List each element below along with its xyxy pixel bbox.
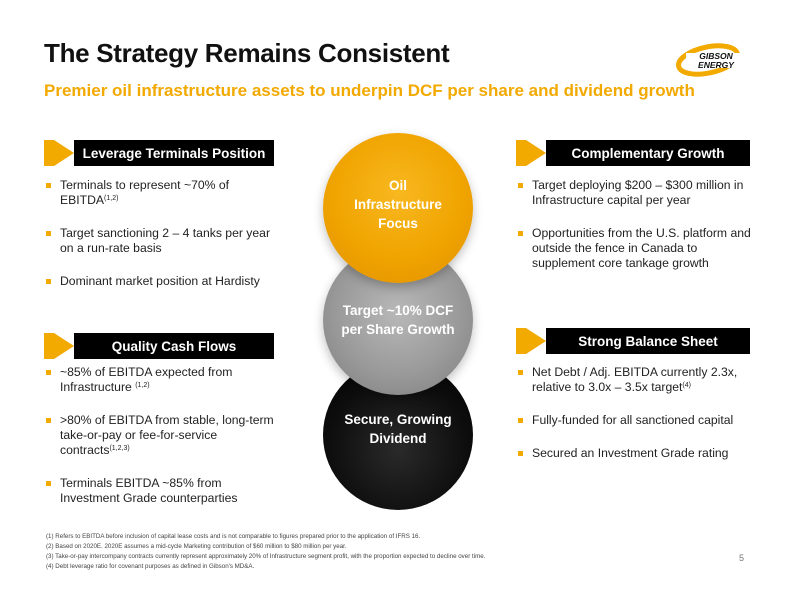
header-chevron-base — [44, 140, 54, 166]
list-item: Target sanctioning 2 – 4 tanks per year … — [46, 226, 278, 256]
footnotes: (1) Refers to EBITDA before inclusion of… — [46, 532, 485, 572]
chevron-icon — [54, 333, 74, 359]
bullet-square-icon — [46, 418, 51, 423]
chevron-icon — [526, 328, 546, 354]
gibson-energy-logo: GIBSON ENERGY — [672, 42, 752, 78]
chevron-icon — [54, 140, 74, 166]
quality-header: Quality Cash Flows — [74, 333, 274, 359]
complementary-bullets: Target deploying $200 – $300 million in … — [518, 178, 754, 289]
header-chevron-base — [44, 333, 54, 359]
bullet-square-icon — [518, 231, 523, 236]
logo-swoosh-icon: GIBSON ENERGY — [676, 43, 746, 77]
list-item: Target deploying $200 – $300 million in … — [518, 178, 754, 208]
footnote: (2) Based on 2020E. 2020E assumes a mid-… — [46, 543, 347, 550]
chevron-icon — [526, 140, 546, 166]
footnote: (4) Debt leverage ratio for covenant pur… — [46, 563, 255, 570]
complementary-header: Complementary Growth — [546, 140, 750, 166]
bullet-square-icon — [518, 451, 523, 456]
bullet-square-icon — [46, 481, 51, 486]
balance-header: Strong Balance Sheet — [546, 328, 750, 354]
list-item: Terminals to represent ~70% of EBITDA(1,… — [46, 178, 278, 208]
list-item: Dominant market position at Hardisty — [46, 274, 278, 289]
page-number: 5 — [739, 553, 745, 563]
logo-line2: ENERGY — [698, 60, 735, 70]
list-item: >80% of EBITDA from stable, long-term ta… — [46, 413, 278, 458]
header-chevron-base — [516, 140, 526, 166]
footnote: (1) Refers to EBITDA before inclusion of… — [46, 533, 421, 540]
bullet-square-icon — [46, 279, 51, 284]
bullet-square-icon — [46, 231, 51, 236]
dcf-growth-circle: Target ~10% DCF per Share Growth — [323, 245, 473, 395]
logo-line1: GIBSON — [699, 51, 733, 61]
list-item: Secured an Investment Grade rating — [518, 446, 754, 461]
header-chevron-base — [516, 328, 526, 354]
leverage-bullets: Terminals to represent ~70% of EBITDA(1,… — [46, 178, 278, 307]
list-item: Fully-funded for all sanctioned capital — [518, 413, 754, 428]
footnote: (3) Take-or-pay intercompany contracts c… — [46, 553, 486, 560]
quality-bullets: ~85% of EBITDA expected from Infrastruct… — [46, 365, 278, 524]
slide-title: The Strategy Remains Consistent — [44, 38, 450, 68]
bullet-square-icon — [46, 183, 51, 188]
bullet-square-icon — [518, 183, 523, 188]
list-item: Terminals EBITDA ~85% from Investment Gr… — [46, 476, 278, 506]
bullet-square-icon — [518, 370, 523, 375]
slide-subtitle: Premier oil infrastructure assets to und… — [44, 81, 695, 100]
balance-bullets: Net Debt / Adj. EBITDA currently 2.3x, r… — [518, 365, 754, 479]
leverage-header: Leverage Terminals Position — [74, 140, 274, 166]
bullet-square-icon — [46, 370, 51, 375]
list-item: ~85% of EBITDA expected from Infrastruct… — [46, 365, 278, 395]
bullet-square-icon — [518, 418, 523, 423]
list-item: Opportunities from the U.S. platform and… — [518, 226, 754, 271]
list-item: Net Debt / Adj. EBITDA currently 2.3x, r… — [518, 365, 754, 395]
oil-infrastructure-circle: Oil Infrastructure Focus — [323, 133, 473, 283]
